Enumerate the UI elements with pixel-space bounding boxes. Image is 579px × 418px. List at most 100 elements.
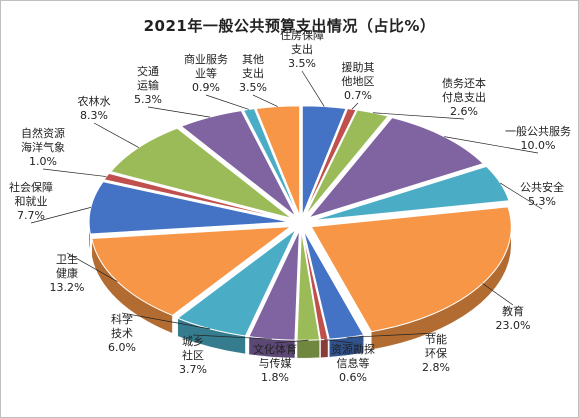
slice-label: 城乡社区 3.7% (179, 335, 207, 376)
slice-label: 卫生健康 13.2% (50, 252, 85, 294)
slice-value-label: 7.7% (17, 209, 45, 222)
slice-label: 资源勘探信息等 0.6% (331, 342, 375, 384)
slice-name-label: 其他 (242, 53, 264, 66)
leader-line (93, 122, 139, 148)
leader-line (192, 334, 272, 340)
leader-line (372, 112, 465, 120)
slice-label: 节能环保 2.8% (422, 332, 450, 374)
slice-label: 商业服务业等 0.9% (184, 52, 228, 94)
slice-label: 援助其他地区 0.7% (342, 60, 375, 102)
leader-line (30, 207, 91, 224)
slice-label: 教育 23.0% (496, 304, 531, 332)
slice-name-label: 债务还本 (442, 76, 486, 90)
leader-line (252, 94, 278, 107)
slice-name-label: 他地区 (342, 75, 375, 88)
pie-slice (109, 127, 293, 219)
slice-name-label: 援助其 (342, 60, 375, 74)
pie-slice (301, 105, 347, 217)
slice-name-label: 运输 (137, 78, 159, 92)
slice-label: 自然资源海洋气象 1.0% (21, 126, 65, 168)
slice-value-label: 10.0% (521, 139, 556, 152)
slice-value-label: 3.7% (179, 363, 207, 376)
pie-slice (176, 229, 297, 337)
slice-value-label: 2.8% (422, 361, 450, 374)
slice-label: 科学技术 6.0% (108, 312, 136, 354)
leader-line (274, 339, 309, 344)
slice-name-label: 资源勘探 (331, 342, 375, 356)
slice-label: 文化体育与传媒 1.8% (253, 342, 297, 384)
slice-value-label: 0.9% (192, 81, 220, 94)
slice-name-label: 支出 (242, 66, 264, 80)
slice-name-label: 节能 (425, 332, 447, 346)
slice-value-label: 0.7% (344, 89, 372, 102)
slice-name-label: 城乡 (182, 335, 204, 348)
slice-name-label: 农林水 (78, 94, 111, 108)
slice-label: 一般公共服务 10.0% (505, 125, 571, 152)
slice-label: 债务还本付息支出 2.6% (442, 76, 486, 118)
slice-value-label: 0.6% (339, 371, 367, 384)
leader-line (351, 102, 359, 110)
slice-name-label: 海洋气象 (21, 140, 65, 154)
slice-label: 农林水 8.3% (78, 94, 111, 122)
slice-value-label: 3.5% (288, 57, 316, 70)
slice-name-label: 卫生 (56, 252, 78, 266)
leader-line (121, 312, 211, 330)
slice-value-label: 6.0% (108, 341, 136, 354)
slice-value-label: 3.5% (239, 81, 267, 94)
slice-name-label: 社会保障 (9, 180, 53, 194)
slice-value-label: 2.6% (450, 105, 478, 118)
slice-name-label: 环保 (425, 346, 447, 360)
slice-name-label: 交通 (137, 64, 159, 78)
pie-slice (242, 108, 299, 217)
chart-title: 2021年一般公共预算支出情况（占比%） (143, 17, 436, 35)
leader-line (42, 168, 107, 177)
slice-value-label: 13.2% (50, 281, 85, 294)
slice-value-label: 1.8% (261, 371, 289, 384)
slice-label: 社会保障和就业 7.7% (9, 180, 53, 222)
slice-label: 交通运输 5.3% (134, 64, 162, 106)
leader-line (500, 182, 543, 210)
slice-value-label: 5.3% (134, 93, 162, 106)
slice-name-label: 支出 (291, 42, 313, 56)
slice-label: 住房保障支出 3.5% (280, 28, 324, 70)
pie-slice (307, 117, 485, 219)
leader-line (147, 106, 211, 118)
leader-line (346, 332, 437, 338)
pie-slice (310, 206, 512, 333)
leader-line (205, 94, 249, 110)
pie-slice (88, 181, 290, 235)
slice-name-label: 与传媒 (259, 357, 292, 370)
slice-name-label: 自然资源 (21, 126, 65, 140)
slice-name-label: 健康 (56, 266, 78, 280)
slice-name-label: 和就业 (15, 194, 48, 208)
slice-name-label: 一般公共服务 (505, 125, 571, 138)
slice-name-label: 住房保障 (280, 28, 324, 42)
slice-name-label: 社区 (182, 348, 204, 362)
leader-line (444, 136, 539, 154)
slice-name-label: 科学 (111, 312, 133, 326)
slice-name-label: 公共安全 (520, 180, 564, 194)
slice-name-label: 文化体育 (253, 342, 297, 356)
pie-slice (255, 105, 301, 217)
slice-name-label: 信息等 (337, 356, 370, 370)
leader-line (66, 252, 118, 282)
slice-value-label: 8.3% (80, 109, 108, 122)
leader-line (301, 70, 325, 107)
leader-line (324, 339, 354, 344)
slice-name-label: 技术 (111, 327, 133, 340)
slice-name-label: 商业服务 (184, 52, 228, 66)
slice-value-label: 5.3% (528, 195, 556, 208)
slice-name-label: 教育 (502, 304, 524, 318)
pie-slice-side (296, 339, 320, 359)
slice-value-label: 23.0% (496, 319, 531, 332)
pie-slice-side (320, 338, 329, 358)
slice-label: 公共安全 5.3% (520, 180, 564, 208)
slice-value-label: 1.0% (29, 155, 57, 168)
leader-line (482, 283, 514, 306)
slice-name-label: 业等 (195, 66, 217, 80)
pie-slice (248, 229, 300, 341)
pie-slice (91, 226, 293, 316)
slice-name-label: 付息支出 (442, 90, 486, 104)
